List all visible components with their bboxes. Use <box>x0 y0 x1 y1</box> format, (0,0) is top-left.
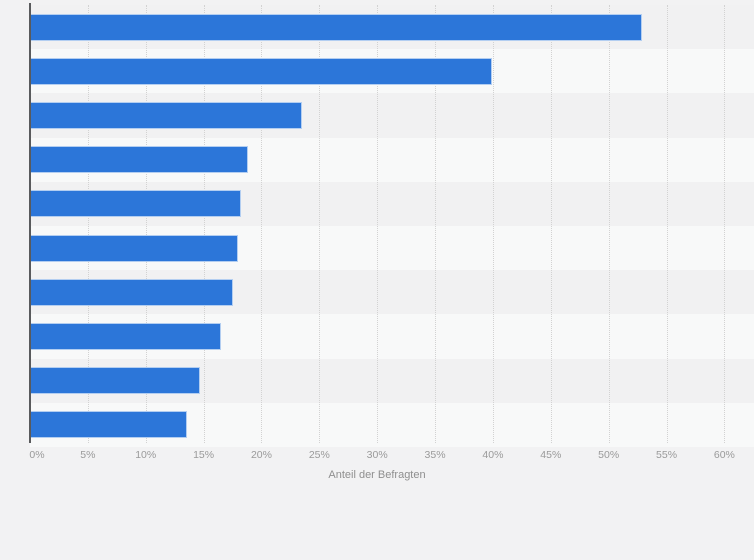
x-tick-label: 25% <box>308 449 330 461</box>
bar[interactable] <box>30 234 239 262</box>
gridline <box>377 5 379 443</box>
bar[interactable] <box>30 146 248 174</box>
bar[interactable] <box>30 190 241 218</box>
x-tick-label: 55% <box>656 449 678 461</box>
gridline <box>550 5 552 443</box>
gridline <box>203 5 205 443</box>
bar[interactable] <box>30 13 643 41</box>
x-tick-label: 30% <box>366 449 388 461</box>
x-tick-label: 60% <box>713 449 735 461</box>
x-tick-label: 5% <box>80 449 96 461</box>
y-axis-baseline <box>29 3 31 443</box>
gridline <box>87 5 89 443</box>
gridline <box>145 5 147 443</box>
bar[interactable] <box>30 367 201 395</box>
x-tick-label: 40% <box>482 449 504 461</box>
gridline <box>724 5 726 443</box>
bar[interactable] <box>30 278 233 306</box>
gridline <box>261 5 263 443</box>
gridline <box>608 5 610 443</box>
x-tick-label: 50% <box>598 449 620 461</box>
bar[interactable] <box>30 57 492 85</box>
gridline <box>319 5 321 443</box>
x-tick-label: 10% <box>135 449 157 461</box>
gridline <box>666 5 668 443</box>
x-tick-label: 15% <box>193 449 215 461</box>
bar[interactable] <box>30 411 188 439</box>
x-tick-label: 20% <box>250 449 272 461</box>
x-tick-label: 45% <box>540 449 562 461</box>
bar[interactable] <box>30 102 302 129</box>
gridline <box>435 5 437 443</box>
x-axis-title: Anteil der Befragten <box>328 469 426 481</box>
x-tick-label: 0% <box>29 449 45 461</box>
x-tick-label: 35% <box>424 449 446 461</box>
plot-area <box>30 5 754 447</box>
bar[interactable] <box>30 323 221 350</box>
gridline <box>492 5 494 443</box>
